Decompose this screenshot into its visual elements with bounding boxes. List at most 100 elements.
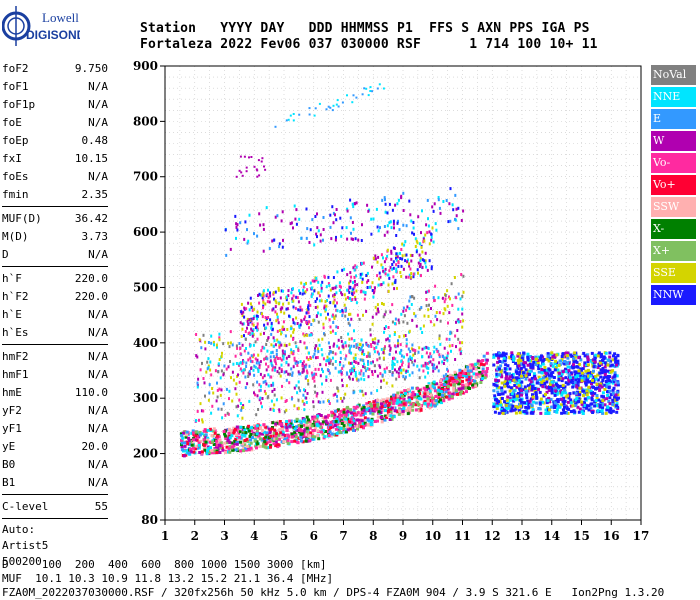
echo-point [374, 286, 376, 290]
echo-point [243, 237, 246, 241]
echo-point [343, 303, 346, 307]
echo-point [462, 374, 466, 378]
echo-point [249, 446, 253, 450]
echo-point [435, 402, 439, 406]
echo-point [261, 315, 264, 319]
echo-point [191, 446, 195, 450]
x-tick-label: 6 [310, 529, 318, 543]
echo-point [263, 389, 266, 393]
echo-point [555, 410, 559, 414]
param-label: foEs [2, 170, 29, 183]
echo-point [453, 392, 457, 396]
echo-point [466, 372, 470, 376]
echo-point [312, 405, 315, 409]
echo-point [329, 378, 332, 382]
echo-point [250, 448, 254, 452]
echo-point [615, 374, 619, 378]
echo-point [269, 359, 272, 363]
echo-point [343, 396, 345, 400]
echo-point [270, 343, 273, 347]
echo-point [401, 361, 404, 365]
echo-point [240, 334, 243, 338]
param-label: fmin [2, 188, 29, 201]
echo-point [454, 375, 458, 379]
echo-point [372, 341, 375, 344]
echo-point [341, 293, 344, 297]
echo-point [522, 410, 526, 414]
echo-point [385, 257, 388, 261]
echo-point [190, 431, 194, 435]
echo-point [288, 424, 292, 428]
echo-point [250, 429, 254, 433]
param-label: yF1 [2, 422, 22, 435]
echo-point [207, 341, 210, 344]
echo-point [274, 444, 278, 448]
echo-point [289, 222, 292, 226]
echo-point [194, 434, 198, 438]
echo-point [395, 269, 398, 273]
echo-point [288, 314, 290, 318]
echo-point [350, 237, 353, 241]
echo-point [320, 430, 323, 434]
echo-point [274, 290, 277, 294]
echo-point [252, 317, 255, 320]
echo-point [537, 375, 541, 379]
echo-point [268, 300, 271, 304]
y-tick-label: 200 [133, 447, 158, 461]
echo-point [261, 444, 265, 448]
echo-point [541, 400, 545, 404]
echo-point [459, 320, 462, 324]
echo-point [469, 369, 473, 373]
echo-point [584, 375, 588, 379]
echo-point [392, 356, 395, 360]
echo-point [192, 450, 196, 454]
echo-point [596, 366, 600, 369]
echo-point [326, 368, 329, 372]
echo-point [352, 237, 354, 241]
echo-point [321, 353, 324, 357]
echo-point [411, 402, 415, 406]
echo-point [395, 253, 398, 257]
echo-point [270, 383, 273, 387]
echo-point [446, 367, 449, 371]
echo-point [317, 280, 320, 284]
echo-point [518, 411, 522, 415]
echo-point [432, 366, 435, 370]
echo-point [609, 393, 613, 397]
echo-point [564, 351, 568, 355]
echo-point [577, 356, 581, 360]
echo-point [577, 410, 581, 414]
echo-point [384, 198, 386, 202]
echo-point [257, 370, 260, 373]
echo-point [416, 241, 419, 245]
echo-point [232, 426, 236, 430]
echo-point [439, 401, 443, 405]
echo-point [380, 420, 384, 424]
echo-point [297, 308, 300, 312]
echo-point [506, 403, 510, 407]
echo-point [322, 326, 325, 330]
echo-point [248, 156, 250, 159]
lowell-digisonde-logo: Lowell DIGISONDE [2, 6, 80, 46]
echo-point [418, 253, 421, 257]
param-row: C-level 55 [2, 498, 108, 516]
echo-point [339, 369, 342, 373]
echo-point [534, 355, 538, 359]
echo-point [265, 343, 268, 346]
echo-point [255, 413, 258, 417]
echo-point [338, 413, 342, 417]
echo-point [525, 390, 529, 394]
echo-point [600, 385, 604, 389]
echo-point [542, 369, 546, 372]
echo-point [577, 400, 581, 404]
echo-point [339, 409, 343, 413]
echo-point [270, 375, 273, 379]
echo-point [234, 354, 237, 358]
echo-point [273, 430, 277, 434]
echo-point [257, 159, 260, 162]
echo-point [608, 389, 612, 393]
echo-point [459, 373, 463, 377]
echo-point [335, 417, 339, 421]
echo-point [596, 354, 600, 358]
echo-point [356, 343, 359, 347]
